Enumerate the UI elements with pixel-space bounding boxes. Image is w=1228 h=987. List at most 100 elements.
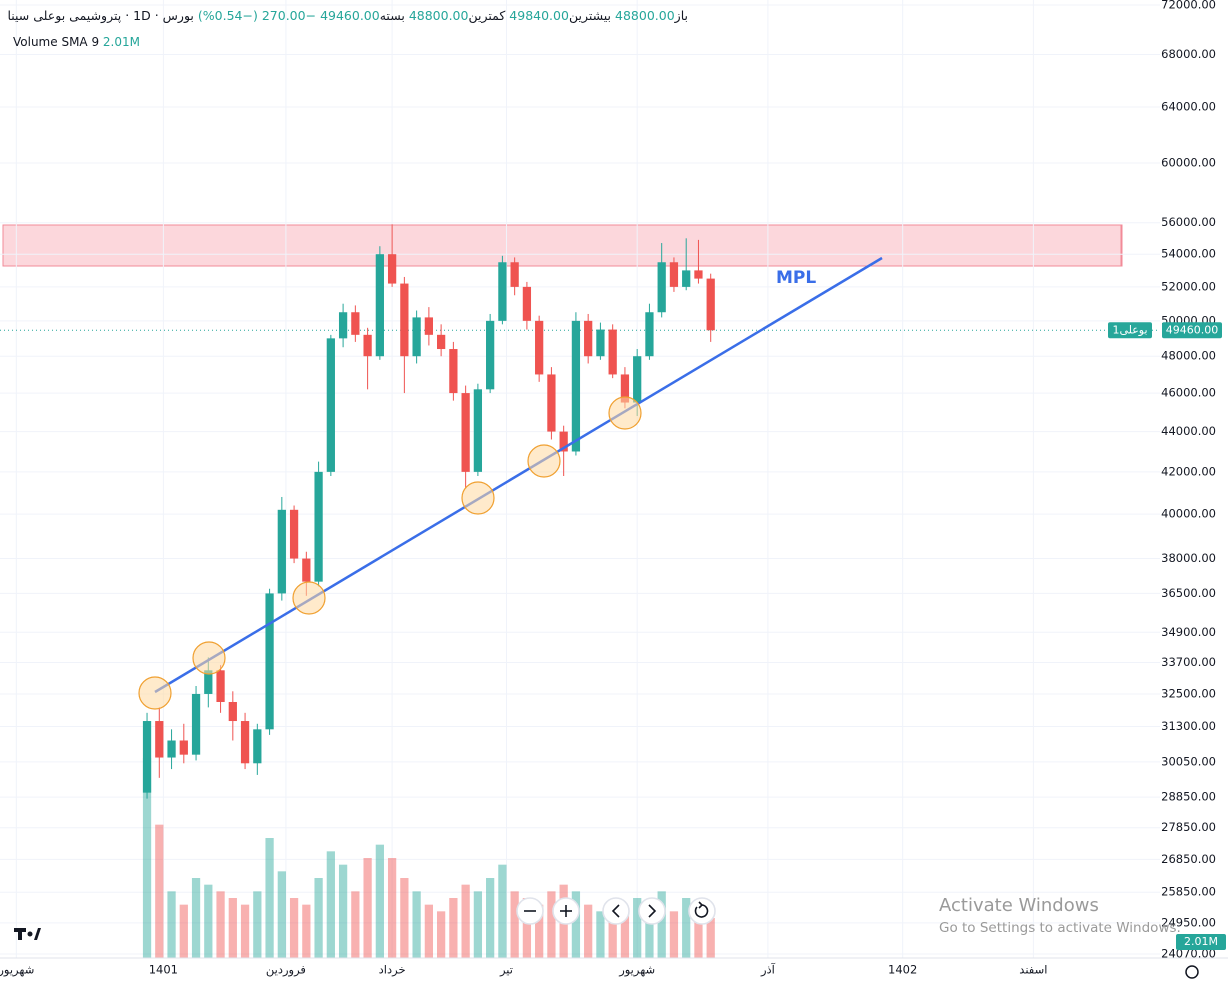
volume-indicator: Volume SMA 9 2.01M xyxy=(13,35,140,49)
volume-bar xyxy=(437,911,446,958)
icon xyxy=(648,904,657,918)
header: باز48800.00 بیشترین49840.00 کمترین48800.… xyxy=(7,8,688,24)
volume-bar xyxy=(277,871,286,958)
y-tick-label: 38000.00 xyxy=(1161,551,1216,565)
x-tick-label: تیر xyxy=(499,963,513,978)
y-tick-label: 32500.00 xyxy=(1161,686,1216,700)
volume-bar xyxy=(424,904,433,958)
last-price-label: 49460.00 xyxy=(1166,323,1219,336)
candle-body xyxy=(473,389,483,472)
candle-body xyxy=(694,270,703,279)
candle-body xyxy=(633,356,642,403)
volume-bar xyxy=(547,891,556,958)
volume-bar xyxy=(179,904,188,958)
candle-body xyxy=(461,393,470,472)
volume-bar xyxy=(633,898,642,958)
candle-body xyxy=(571,320,581,452)
volume-bar xyxy=(412,891,421,958)
y-tick-label: 68000.00 xyxy=(1161,47,1216,61)
x-tick-label: شهریور xyxy=(0,963,34,978)
candle-body xyxy=(338,312,348,339)
annotation: MPL xyxy=(776,268,816,288)
scroll-left[interactable] xyxy=(602,897,630,925)
resistance-zone xyxy=(2,224,1123,267)
low-label: کمترین xyxy=(468,8,505,24)
volume-bar xyxy=(522,898,532,958)
ohlc-legend: باز48800.00 بیشترین49840.00 کمترین48800.… xyxy=(7,8,688,24)
candle-body xyxy=(277,509,286,594)
candle-body xyxy=(326,338,335,472)
candle-body xyxy=(424,317,433,335)
symbol-tag xyxy=(1108,322,1152,339)
volume-bar xyxy=(498,864,507,958)
y-axis: 72000.00 68000.00 64000.00 60000.00 56000.00… xyxy=(1161,0,1216,961)
candle-body xyxy=(669,262,679,287)
logo-part xyxy=(18,928,22,940)
volume-bar xyxy=(216,891,225,958)
volume-bar xyxy=(473,891,483,958)
volume-tag xyxy=(1176,934,1226,950)
y-tick-label: 64000.00 xyxy=(1161,100,1216,114)
change-pct: (−0.54%) xyxy=(198,8,258,23)
settings[interactable] xyxy=(1185,965,1199,979)
touch-point xyxy=(608,396,642,430)
volume-bar xyxy=(387,858,397,958)
candle-body xyxy=(228,701,237,722)
candle-body xyxy=(682,270,691,287)
y-tick-label: 31300.00 xyxy=(1161,719,1216,733)
candle-body xyxy=(657,262,666,313)
candle-body xyxy=(240,721,250,764)
y-tick-label: 28850.00 xyxy=(1161,790,1216,804)
zoom-controls xyxy=(516,897,716,925)
candle-body xyxy=(289,509,299,559)
candles xyxy=(142,224,715,799)
indicator-value: 2.01M xyxy=(103,35,140,49)
touch-point xyxy=(138,676,172,710)
candle-body xyxy=(400,283,409,357)
volume-bar xyxy=(584,904,593,958)
y-tick-label: 40000.00 xyxy=(1161,507,1216,521)
volume-bar xyxy=(596,911,605,958)
logo-part xyxy=(34,928,41,940)
volume-bar xyxy=(669,911,679,958)
candle-body xyxy=(547,374,556,432)
reset[interactable] xyxy=(688,897,716,925)
volume-bar xyxy=(363,858,372,958)
icon xyxy=(698,901,704,909)
x-tick-label: 1401 xyxy=(149,963,178,977)
candle-body xyxy=(522,286,532,321)
volume-bar xyxy=(302,904,311,958)
touch-point xyxy=(527,444,561,478)
candle-body xyxy=(596,329,605,357)
x-tick-label: شهریور xyxy=(618,963,655,978)
y-tick-label: 30050.00 xyxy=(1161,754,1216,768)
candle-body xyxy=(167,740,176,758)
trend-line xyxy=(154,256,883,694)
volume-tag-text: 2.01M xyxy=(1184,935,1218,948)
y-tick-label: 26850.00 xyxy=(1161,852,1216,866)
volume-bar xyxy=(620,911,630,958)
candle-body xyxy=(412,317,421,357)
candle-body xyxy=(559,431,568,452)
candle-body xyxy=(363,334,372,357)
volume-bar xyxy=(191,878,201,958)
candle-body xyxy=(645,312,654,357)
candle-body xyxy=(375,254,384,357)
volume-bar xyxy=(535,904,544,958)
y-tick-label: 48000.00 xyxy=(1161,349,1216,363)
y-tick-label: 60000.00 xyxy=(1161,155,1216,169)
candle-body xyxy=(706,278,715,331)
volume-bar xyxy=(510,891,519,958)
high-label: بیشترین xyxy=(569,8,611,24)
candle-body xyxy=(486,320,495,390)
volume-bar xyxy=(608,904,617,958)
exchange: بورس xyxy=(163,8,194,24)
close-value: 49460.00 xyxy=(320,8,380,23)
volume-bar xyxy=(155,824,164,958)
scroll-right[interactable] xyxy=(638,897,666,925)
y-tick-label: 46000.00 xyxy=(1161,386,1216,400)
candle-body xyxy=(620,374,630,403)
volume-bar xyxy=(449,898,458,958)
y-tick-label: 52000.00 xyxy=(1161,279,1216,293)
candle-body xyxy=(142,721,152,793)
